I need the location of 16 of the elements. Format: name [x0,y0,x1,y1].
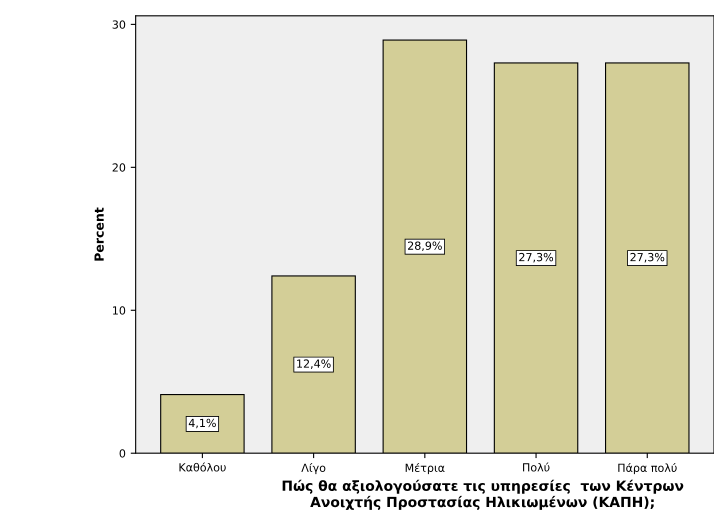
x-tick-label: Καθόλου [179,462,226,472]
data-label: 27,3% [519,252,554,262]
data-label: 28,9% [408,241,442,252]
y-tick-label: 10 [113,306,126,315]
y-tick-label: 30 [112,20,126,29]
data-label: 4,1% [188,418,216,428]
x-tick-label: Μέτρια [406,462,445,474]
x-tick-label: Πολύ [523,462,550,472]
data-label: 27,3% [630,252,664,262]
y-tick-label: 20 [112,163,126,172]
y-tick-label: 0 [120,449,126,458]
y-axis-title: Percent [94,208,104,261]
x-tick-label: Λίγο [301,462,326,474]
data-label: 12,4% [297,359,331,369]
x-tick-label: Πάρα πολύ [618,462,677,474]
x-axis-title: Πώς θα αξιολογούσατε τις υπηρεσίες των Κέντρων Ανοιχτής Προστασίας Ηλικιωμένων (ΚΑΠΗ); [282,480,684,510]
